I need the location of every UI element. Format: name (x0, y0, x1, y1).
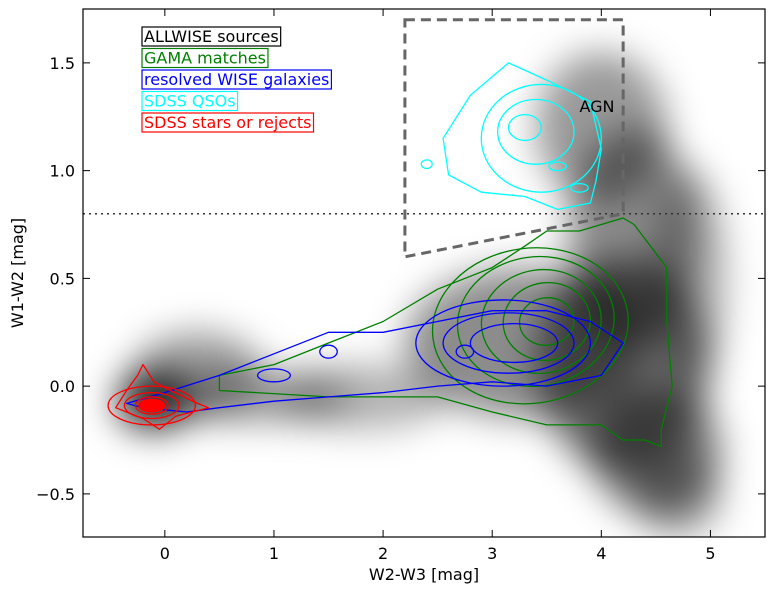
legend-label: resolved WISE galaxies (144, 70, 329, 89)
contour-ring (256, 368, 291, 383)
x-tick-label: 0 (160, 544, 170, 563)
legend-box (141, 47, 269, 69)
density-blob (650, 170, 727, 387)
contour-ring (570, 182, 589, 193)
contour-ring (431, 247, 629, 405)
contour-ring (123, 391, 180, 420)
contour-ring (480, 83, 602, 193)
contour-layer (107, 62, 673, 448)
allwise-density-map (115, 52, 727, 537)
legend-box (141, 26, 282, 47)
contour-core (138, 398, 166, 413)
contour-ring (502, 281, 591, 362)
y-axis-label: W1-W2 [mag] (8, 218, 27, 328)
tick-layer: 0 1 2 3 4 5 −0.5 0.0 0.5 1.0 1.5 (36, 9, 765, 563)
contour-ring (442, 312, 575, 374)
agn-label: AGN (579, 97, 614, 116)
legend-entry: ALLWISE sources (141, 26, 282, 47)
contour-outer (218, 217, 673, 448)
legend-label: GAMA matches (144, 49, 266, 68)
legend-entry: SDSS QSOs (141, 90, 239, 112)
contour-outer (115, 363, 210, 430)
agn-wedge (403, 18, 625, 259)
contour-ring (420, 159, 433, 170)
reference-layer (83, 18, 765, 259)
legend-label: SDSS QSOs (144, 92, 236, 111)
legend-label: SDSS stars or rejects (144, 113, 312, 132)
contour-ring (134, 396, 169, 415)
contour-ring (548, 161, 568, 172)
x-axis-label: W2-W3 [mag] (369, 565, 479, 584)
y-tick-label: 0.5 (50, 269, 75, 288)
x-tick-label: 5 (705, 544, 715, 563)
density-blob (634, 450, 722, 537)
legend-box (141, 112, 315, 133)
x-tick-label: 2 (378, 544, 388, 563)
legend-label: ALLWISE sources (144, 27, 279, 46)
y-tick-label: 1.5 (50, 54, 75, 73)
contour-ring (319, 344, 338, 359)
legend-entry: resolved WISE galaxies (141, 69, 332, 90)
contour-group (107, 363, 210, 430)
contour-outer (125, 310, 624, 413)
y-tick-label: 1.0 (50, 162, 75, 181)
legend: ALLWISE sources GAMA matches resolved WISE… (141, 26, 332, 133)
legend-box (141, 69, 332, 90)
contour-ring (415, 299, 592, 387)
legend-entry: SDSS stars or rejects (141, 112, 315, 133)
contour-ring (469, 322, 559, 364)
contour-group (125, 299, 624, 413)
legend-entry: GAMA matches (141, 47, 269, 69)
x-tick-label: 3 (487, 544, 497, 563)
plot-frame (82, 8, 766, 538)
contour-group (420, 62, 602, 211)
legend-box (141, 90, 239, 112)
contour-ring (497, 98, 575, 165)
contour-ring (455, 344, 475, 359)
x-tick-label: 1 (269, 544, 279, 563)
contour-outer (442, 62, 602, 211)
x-tick-label: 4 (596, 544, 606, 563)
contour-ring (507, 113, 542, 142)
y-tick-label: −0.5 (36, 485, 75, 504)
y-tick-label: 0.0 (50, 377, 75, 396)
contour-ring (107, 385, 197, 426)
density-blob (535, 52, 667, 203)
